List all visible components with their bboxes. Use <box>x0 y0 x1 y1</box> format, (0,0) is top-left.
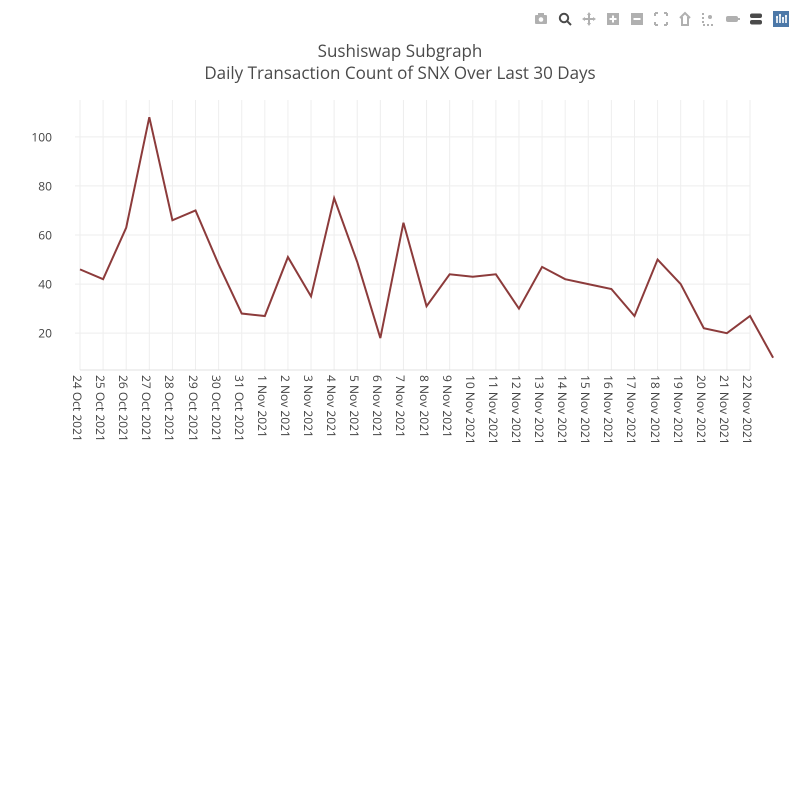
chart-title: Sushiswap Subgraph Daily Transaction Cou… <box>0 40 800 84</box>
x-tick-label: 22 Nov 2021 <box>739 375 756 445</box>
plotly-logo-icon[interactable] <box>772 10 790 28</box>
x-tick-label: 24 Oct 2021 <box>69 375 86 442</box>
hover-compare-icon[interactable] <box>748 10 766 28</box>
x-tick-label: 11 Nov 2021 <box>485 375 502 445</box>
x-tick-label: 7 Nov 2021 <box>392 375 409 438</box>
autoscale-icon[interactable] <box>652 10 670 28</box>
camera-icon[interactable] <box>532 10 550 28</box>
spike-lines-icon[interactable] <box>700 10 718 28</box>
x-tick-label: 18 Nov 2021 <box>647 375 664 445</box>
x-tick-label: 10 Nov 2021 <box>462 375 479 445</box>
pan-icon[interactable] <box>580 10 598 28</box>
x-tick-label: 8 Nov 2021 <box>416 375 433 438</box>
reset-axes-icon[interactable] <box>676 10 694 28</box>
zoom-icon[interactable] <box>556 10 574 28</box>
x-tick-label: 3 Nov 2021 <box>300 375 317 438</box>
x-tick-label: 27 Oct 2021 <box>138 375 155 442</box>
x-tick-label: 9 Nov 2021 <box>439 375 456 438</box>
x-tick-label: 25 Oct 2021 <box>92 375 109 442</box>
y-tick-label: 80 <box>38 177 60 194</box>
x-tick-label: 6 Nov 2021 <box>369 375 386 438</box>
x-tick-label: 19 Nov 2021 <box>670 375 687 445</box>
plotly-toolbar <box>532 10 790 28</box>
x-tick-label: 17 Nov 2021 <box>623 375 640 445</box>
y-tick-label: 60 <box>38 227 60 244</box>
x-tick-label: 14 Nov 2021 <box>554 375 571 445</box>
x-tick-label: 5 Nov 2021 <box>346 375 363 438</box>
x-tick-label: 20 Nov 2021 <box>693 375 710 445</box>
x-tick-label: 28 Oct 2021 <box>161 375 178 442</box>
chart-title-line2: Daily Transaction Count of SNX Over Last… <box>204 61 595 84</box>
x-tick-label: 1 Nov 2021 <box>254 375 271 438</box>
x-tick-label: 12 Nov 2021 <box>508 375 525 445</box>
x-tick-label: 31 Oct 2021 <box>231 375 248 442</box>
hover-closest-icon[interactable] <box>724 10 742 28</box>
zoom-in-icon[interactable] <box>604 10 622 28</box>
x-tick-label: 21 Nov 2021 <box>716 375 733 445</box>
x-tick-label: 26 Oct 2021 <box>115 375 132 442</box>
x-axis-labels: 24 Oct 2021 25 Oct 2021 26 Oct 2021 27 Oct … <box>60 375 760 495</box>
y-tick-label: 20 <box>38 325 60 342</box>
y-tick-label: 100 <box>31 128 60 145</box>
chart-title-line1: Sushiswap Subgraph <box>318 39 483 62</box>
x-tick-label: 30 Oct 2021 <box>208 375 225 442</box>
x-tick-label: 16 Nov 2021 <box>600 375 617 445</box>
x-tick-label: 15 Nov 2021 <box>577 375 594 445</box>
x-tick-label: 4 Nov 2021 <box>323 375 340 438</box>
y-tick-label: 40 <box>38 276 60 293</box>
zoom-out-icon[interactable] <box>628 10 646 28</box>
line-chart[interactable]: 20406080100 <box>60 100 760 370</box>
x-tick-label: 29 Oct 2021 <box>185 375 202 442</box>
x-tick-label: 13 Nov 2021 <box>531 375 548 445</box>
x-tick-label: 2 Nov 2021 <box>277 375 294 438</box>
